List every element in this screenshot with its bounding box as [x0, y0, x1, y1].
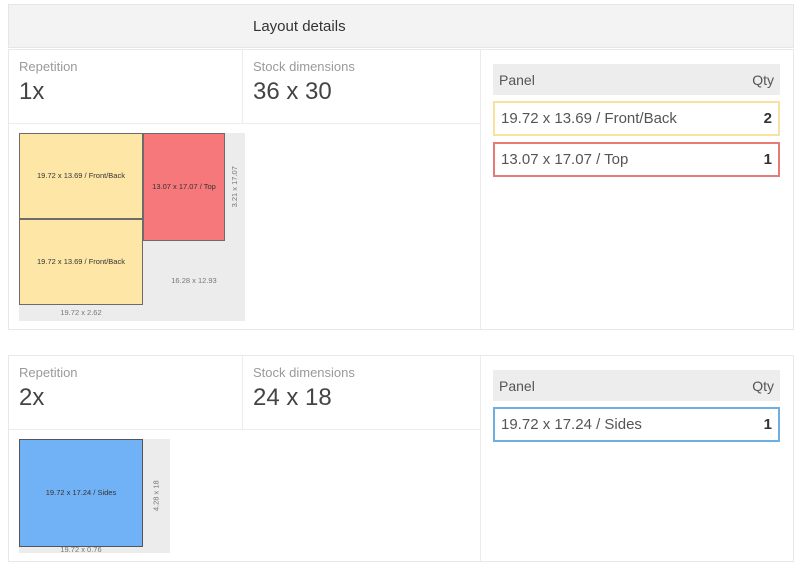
panel-table: Panel Qty 19.72 x 17.24 / Sides 1	[493, 370, 780, 442]
layout-summary: Repetition 2x Stock dimensions 24 x 18	[9, 356, 480, 430]
waste-piece: 16.28 x 12.93	[143, 241, 245, 321]
layout-card-2: Repetition 2x Stock dimensions 24 x 18 1…	[8, 355, 794, 562]
cutting-diagram: 19.72 x 17.24 / Sides 4.28 x 18 19.72 x …	[19, 439, 170, 553]
repetition-cell: Repetition 2x	[9, 356, 243, 430]
page-title: Layout details	[253, 18, 346, 35]
panel-name: 19.72 x 17.24 / Sides	[501, 416, 642, 433]
repetition-label: Repetition	[19, 365, 78, 380]
waste-label: 3.21 x 17.07	[230, 166, 240, 208]
panel-name: 19.72 x 13.69 / Front/Back	[501, 110, 677, 127]
waste-piece: 19.72 x 2.62	[19, 305, 143, 321]
column-divider	[480, 50, 481, 329]
repetition-label: Repetition	[19, 59, 78, 74]
panel-piece[interactable]: 19.72 x 13.69 / Front/Back	[19, 219, 143, 305]
waste-piece: 3.21 x 17.07	[225, 133, 245, 241]
stock-dimensions-cell: Stock dimensions 24 x 18	[243, 356, 480, 430]
stock-dimensions-label: Stock dimensions	[253, 365, 355, 380]
panel-column-header: Panel	[499, 377, 535, 394]
layout-summary: Repetition 1x Stock dimensions 36 x 30	[9, 50, 480, 124]
qty-column-header: Qty	[752, 377, 774, 394]
layout-card-1: Repetition 1x Stock dimensions 36 x 30 1…	[8, 49, 794, 330]
stock-dimensions-value: 24 x 18	[253, 384, 332, 411]
qty-column-header: Qty	[752, 71, 774, 88]
panel-qty: 1	[763, 151, 772, 168]
panel-piece[interactable]: 19.72 x 17.24 / Sides	[19, 439, 143, 547]
panel-table: Panel Qty 19.72 x 13.69 / Front/Back 2 1…	[493, 64, 780, 177]
panel-table-header: Panel Qty	[493, 370, 780, 401]
panel-qty: 2	[763, 110, 772, 127]
repetition-value: 2x	[19, 384, 45, 411]
waste-piece: 4.28 x 18	[143, 439, 170, 553]
repetition-value: 1x	[19, 78, 45, 105]
panel-qty: 1	[763, 416, 772, 433]
panel-piece[interactable]: 19.72 x 13.69 / Front/Back	[19, 133, 143, 219]
panel-piece[interactable]: 13.07 x 17.07 / Top	[143, 133, 225, 241]
panel-column-header: Panel	[499, 71, 535, 88]
layout-details-header: Layout details	[8, 4, 794, 48]
stock-dimensions-label: Stock dimensions	[253, 59, 355, 74]
cutting-diagram: 19.72 x 13.69 / Front/Back 19.72 x 13.69…	[19, 133, 245, 321]
repetition-cell: Repetition 1x	[9, 50, 243, 124]
panel-name: 13.07 x 17.07 / Top	[501, 151, 629, 168]
waste-label: 4.28 x 18	[151, 480, 161, 512]
panel-row[interactable]: 19.72 x 13.69 / Front/Back 2	[493, 101, 780, 136]
panel-row[interactable]: 19.72 x 17.24 / Sides 1	[493, 407, 780, 442]
panel-table-header: Panel Qty	[493, 64, 780, 95]
stock-dimensions-cell: Stock dimensions 36 x 30	[243, 50, 480, 124]
stock-dimensions-value: 36 x 30	[253, 78, 332, 105]
waste-piece: 19.72 x 0.76	[19, 547, 143, 553]
panel-row[interactable]: 13.07 x 17.07 / Top 1	[493, 142, 780, 177]
column-divider	[480, 356, 481, 561]
